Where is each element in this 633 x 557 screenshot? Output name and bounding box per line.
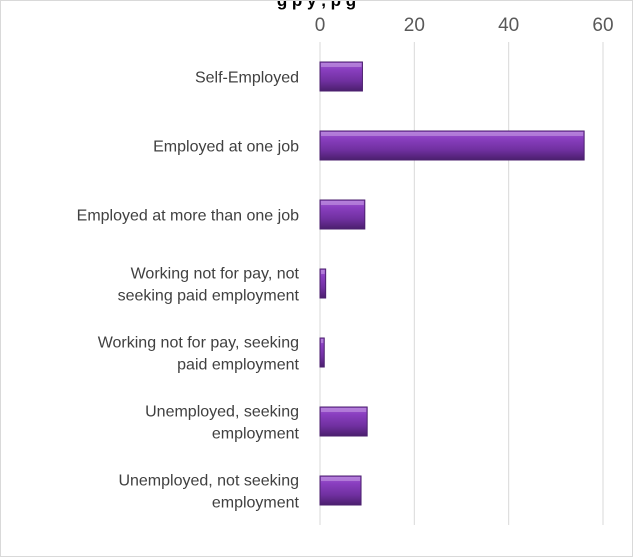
bars [319,61,585,506]
category-label: Unemployed, seeking [145,404,299,421]
bar-highlight [321,63,362,67]
bar-highlight [321,339,324,343]
bar-highlight [321,270,325,274]
bar-highlight [321,477,361,481]
category-labels: Self-Employed Employed at one job Employed… [77,70,300,512]
bar-highlight [321,132,584,136]
category-label: seeking paid employment [118,288,300,305]
category-label: Employed at one job [153,139,299,156]
category-label: Working not for pay, not [131,266,300,283]
bar [319,337,325,368]
category-label: Working not for pay, seeking [98,335,299,352]
category-label: Self-Employed [195,70,299,87]
category-label: Unemployed, not seeking [118,473,299,490]
gridlines [319,42,604,525]
category-label: paid employment [177,357,299,374]
x-tick-label: 40 [498,15,519,36]
x-axis-ticks: 0 20 40 60 [315,15,614,36]
chart-title: g p y , p g [276,0,357,10]
bar-highlight [321,408,367,412]
x-tick-label: 20 [404,15,425,36]
bar [319,268,327,299]
bar-highlight [321,201,364,205]
category-label: employment [212,426,300,443]
x-tick-label: 60 [592,15,613,36]
x-tick-label: 0 [315,15,326,36]
category-label: employment [212,495,300,512]
category-label: Employed at more than one job [77,208,299,225]
